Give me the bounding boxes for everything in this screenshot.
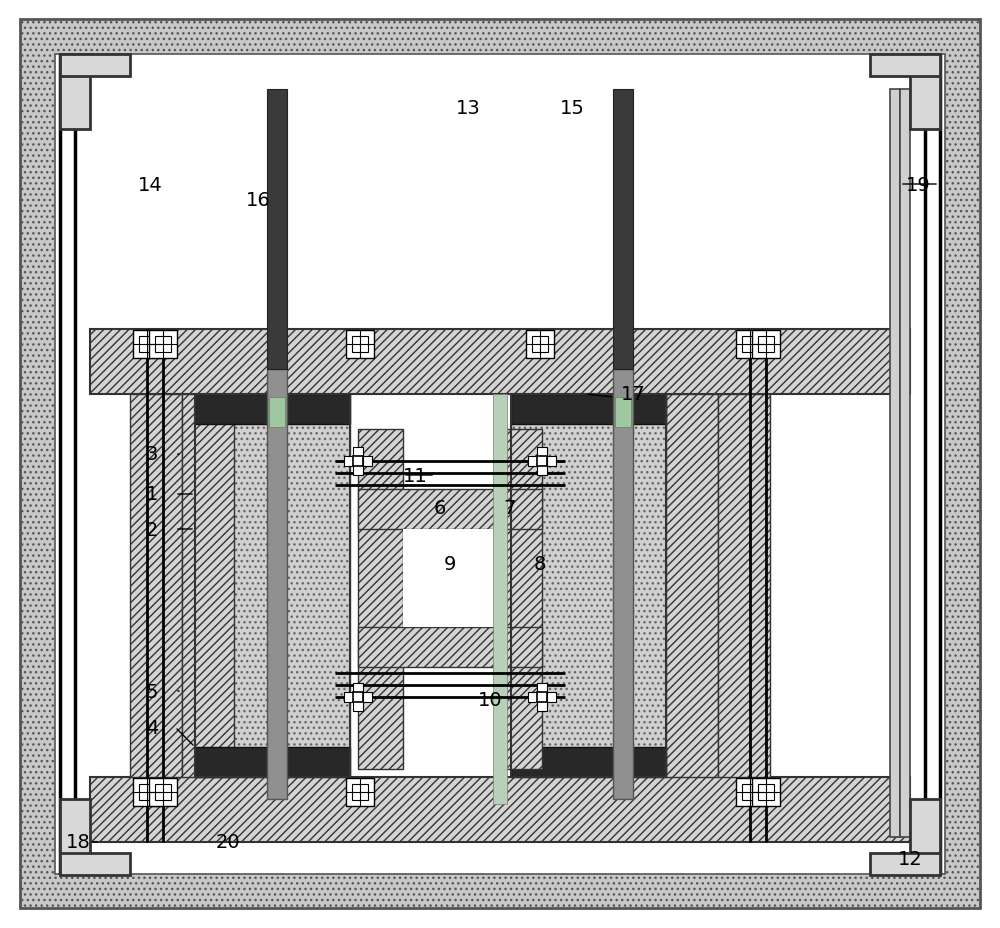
Text: 3: 3 [146,445,158,464]
Bar [742,337,758,353]
Bar [267,369,287,799]
Bar [60,55,130,77]
Bar [60,55,90,130]
Bar [346,330,374,358]
Bar [139,784,155,800]
Bar [352,784,368,800]
Bar [742,784,758,800]
Bar [666,394,718,777]
Text: 11: 11 [403,466,427,485]
Bar [752,779,780,806]
Bar [195,394,350,777]
Bar [613,369,633,799]
Bar [870,853,940,875]
Text: 10: 10 [478,690,502,709]
Text: 16: 16 [246,190,270,210]
Bar [353,457,363,467]
Bar [130,394,182,777]
Bar [60,799,90,874]
Text: 17: 17 [621,385,645,404]
Bar [155,784,171,800]
Text: 14: 14 [138,175,162,194]
Bar [90,777,910,842]
Bar [511,394,666,777]
Bar [497,430,542,769]
Bar [537,447,547,475]
Text: 19: 19 [906,175,930,194]
Bar [870,55,940,77]
Bar [511,394,666,777]
Bar [55,55,945,874]
Bar [133,330,161,358]
Bar [344,692,372,702]
Text: 9: 9 [444,555,456,574]
Bar [511,747,666,777]
Bar [353,692,363,702]
Bar [537,692,547,702]
Text: 7: 7 [504,498,516,517]
Text: 4: 4 [146,717,158,737]
Bar [752,330,780,358]
Bar [346,779,374,806]
Bar [528,457,556,467]
Bar [537,457,547,467]
Text: 13: 13 [456,98,480,117]
Bar [139,337,155,353]
Bar [195,394,350,777]
Bar [900,90,910,837]
Bar [528,692,556,702]
Bar [352,337,368,353]
Bar [890,90,900,837]
Text: 18: 18 [66,832,90,852]
Text: 15: 15 [560,98,584,117]
Text: 12: 12 [898,850,922,869]
Bar [358,489,542,530]
Bar [267,90,287,369]
Bar [195,747,350,777]
Bar [736,779,764,806]
Text: 20: 20 [216,832,240,852]
Bar [613,90,633,369]
Bar [90,90,910,839]
Bar [195,394,350,424]
Bar [358,430,403,769]
Bar [269,397,285,428]
Bar [155,337,171,353]
Bar [718,394,770,777]
Bar [537,683,547,711]
Bar [910,799,940,874]
Text: 2: 2 [146,520,158,539]
Text: 6: 6 [434,498,446,517]
Bar [511,394,666,424]
Bar [353,683,363,711]
Bar [90,329,910,394]
Bar [493,394,507,805]
Bar [615,397,631,428]
Bar [353,447,363,475]
Bar [758,337,774,353]
Bar [182,394,234,777]
Bar [910,55,940,130]
Bar [149,779,177,806]
Bar [344,457,372,467]
Bar [736,330,764,358]
Text: 1: 1 [146,485,158,504]
Bar [133,779,161,806]
Text: 5: 5 [146,682,158,701]
Bar [758,784,774,800]
Bar [358,627,542,667]
Text: 8: 8 [534,555,546,574]
Bar [403,530,497,627]
Bar [532,337,548,353]
Bar [526,330,554,358]
Bar [60,853,130,875]
Bar [149,330,177,358]
